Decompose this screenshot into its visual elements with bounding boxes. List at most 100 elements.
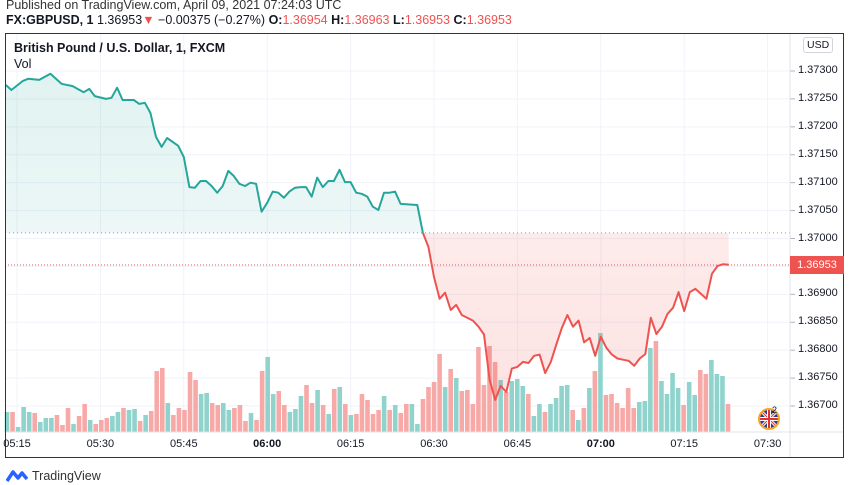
time-tick-label: 06:15 xyxy=(336,438,365,450)
volume-bar xyxy=(448,369,453,432)
volume-bar xyxy=(265,357,270,432)
volume-bar xyxy=(121,408,126,432)
volume-bar xyxy=(270,394,276,432)
volume-bar xyxy=(409,404,415,432)
price-tick-label: 1.36900 xyxy=(798,287,838,300)
volume-bar xyxy=(520,386,526,432)
volume-bar xyxy=(298,396,304,432)
volume-bar xyxy=(309,403,315,432)
volume-bar xyxy=(653,341,659,432)
tradingview-logo[interactable]: TradingView xyxy=(6,469,101,483)
volume-bar xyxy=(259,371,265,432)
volume-bar xyxy=(293,409,298,432)
down-arrow-icon: ▼ xyxy=(142,13,155,27)
volume-bar xyxy=(32,413,38,432)
price-tick-label: 1.37050 xyxy=(798,203,838,216)
volume-bar xyxy=(686,382,692,432)
volume-bar xyxy=(542,412,548,432)
volume-bar xyxy=(476,347,481,432)
symbol-label: FX:GBPUSD, 1 xyxy=(6,13,94,27)
volume-bar xyxy=(514,379,520,432)
open-value: 1.36954 xyxy=(282,13,328,27)
volume-bar xyxy=(248,413,254,432)
chart-frame xyxy=(5,33,844,458)
volume-bar xyxy=(714,374,720,432)
volume-bar xyxy=(115,412,121,432)
uk-flag-icon[interactable] xyxy=(758,408,780,430)
legend-volume: Vol xyxy=(14,57,32,71)
open-label: O: xyxy=(268,13,283,27)
volume-bar xyxy=(720,376,725,432)
volume-bar xyxy=(625,388,631,432)
volume-bar xyxy=(548,404,553,432)
volume-bar xyxy=(531,416,537,432)
volume-bar xyxy=(570,410,576,432)
volume-bar xyxy=(21,407,26,432)
volume-bar xyxy=(93,424,99,432)
volume-bar xyxy=(82,404,87,432)
time-tick-label: 07:00 xyxy=(586,438,615,450)
volume-bar xyxy=(49,418,54,432)
volume-bar xyxy=(76,416,82,432)
volume-bar xyxy=(276,391,282,432)
volume-bar xyxy=(620,408,625,432)
volume-bar xyxy=(176,408,182,432)
volume-bar xyxy=(564,385,570,432)
volume-bar xyxy=(143,415,148,432)
price-tick-label: 1.37150 xyxy=(798,147,838,160)
price-tick-label: 1.37100 xyxy=(798,175,838,188)
time-tick-label: 06:45 xyxy=(503,438,532,450)
volume-bar xyxy=(304,385,309,432)
volume-bar xyxy=(603,395,609,432)
price-line-up xyxy=(5,72,424,233)
currency-button[interactable]: USD xyxy=(803,37,834,53)
volume-bar xyxy=(537,404,542,432)
volume-bar xyxy=(148,411,154,432)
price-tick-label: 1.37000 xyxy=(798,231,838,244)
volume-bar xyxy=(243,421,248,432)
price-tick-label: 1.37300 xyxy=(798,64,838,76)
legend-title: British Pound / U.S. Dollar, 1, FXCM xyxy=(14,41,226,55)
time-tick-label: 05:30 xyxy=(86,438,115,450)
volume-bar xyxy=(648,348,653,432)
volume-bar xyxy=(614,403,620,432)
volume-bar xyxy=(559,386,564,432)
volume-bar xyxy=(193,380,198,432)
event-count: 2 xyxy=(772,405,778,415)
brand-name: TradingView xyxy=(32,469,101,483)
volume-bar xyxy=(198,394,204,432)
volume-bar xyxy=(237,405,243,432)
volume-bar xyxy=(398,413,404,432)
time-tick-label: 07:15 xyxy=(670,438,698,450)
volume-bar xyxy=(331,389,337,432)
volume-bar xyxy=(581,408,587,432)
volume-bar xyxy=(43,418,49,432)
volume-bar xyxy=(154,371,160,432)
volume-bar xyxy=(431,382,437,432)
volume-bar xyxy=(420,399,426,432)
volume-bar xyxy=(110,416,115,432)
volume-bar xyxy=(442,387,448,432)
volume-bar xyxy=(4,412,10,432)
last-price-text: 1.36953 xyxy=(97,13,143,27)
volume-bar xyxy=(692,395,698,432)
volume-bar xyxy=(182,410,187,432)
volume-bar xyxy=(226,410,232,432)
volume-bar xyxy=(348,415,354,432)
volume-bar xyxy=(137,421,143,432)
low-label: L: xyxy=(393,13,405,27)
price-tick-label: 1.36700 xyxy=(798,399,838,411)
volume-bar xyxy=(15,427,21,432)
time-tick-label: 05:45 xyxy=(170,438,198,450)
published-caption: Published on TradingView.com, April 09, … xyxy=(6,0,342,12)
volume-bar xyxy=(553,398,559,432)
close-label: C: xyxy=(453,13,467,27)
volume-bar xyxy=(381,396,387,432)
volume-bar xyxy=(459,391,465,432)
price-tick-label: 1.36750 xyxy=(798,371,838,384)
price-line xyxy=(5,72,729,401)
time-tick-label: 05:15 xyxy=(3,438,31,450)
change-text: −0.00375 (−0.27%) xyxy=(158,13,266,27)
volume-bar xyxy=(354,414,359,432)
